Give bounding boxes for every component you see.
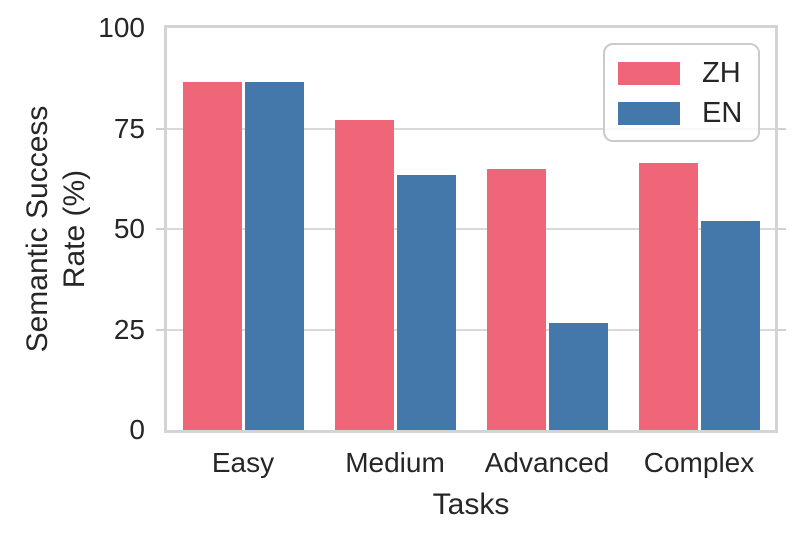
legend-item-en: EN: [618, 96, 745, 130]
y-tick-label-75: 75: [113, 112, 145, 144]
x-tick-label-medium: Medium: [345, 447, 445, 478]
y-tick-label-100: 100: [98, 12, 145, 43]
x-tick-label-easy: Easy: [211, 447, 275, 478]
bar-en-medium: [396, 174, 456, 430]
bar-zh-advanced: [486, 168, 546, 430]
y-tick-mark-right-75: [778, 127, 786, 130]
legend: ZH EN: [603, 43, 760, 142]
y-tick-mark-left-50: [156, 228, 164, 230]
y-tick-mark-left-75: [156, 127, 164, 130]
y-axis-label-line-2: Rate (%): [58, 169, 91, 289]
y-axis-label-line-1: Semantic Success: [21, 105, 54, 353]
y-tick-label-0: 0: [129, 414, 145, 445]
bar-zh-easy: [182, 82, 242, 430]
bar-en-complex: [700, 220, 760, 430]
y-tick-mark-left-25: [156, 328, 164, 331]
gridline-75: [167, 127, 775, 130]
bar-en-advanced: [548, 323, 608, 430]
legend-item-zh: ZH: [618, 56, 745, 90]
legend-swatch-en: [618, 101, 680, 125]
legend-label-en: EN: [702, 97, 743, 129]
bar-zh-medium: [334, 120, 394, 430]
y-tick-mark-right-25: [778, 328, 786, 331]
legend-swatch-zh: [618, 61, 680, 85]
bar-zh-complex: [638, 162, 698, 430]
x-tick-label-advanced: Advanced: [484, 447, 610, 478]
x-axis-label: Tasks: [432, 488, 510, 521]
y-tick-mark-right-50: [778, 228, 786, 230]
y-tick-label-25: 25: [113, 313, 145, 345]
y-tick-label-50: 50: [113, 213, 145, 244]
gridline-25: [167, 328, 775, 331]
x-tick-label-complex: Complex: [643, 447, 755, 478]
bar-en-easy: [244, 82, 304, 430]
gridline-50: [167, 228, 775, 230]
y-axis-label: Semantic Success Rate (%): [19, 106, 93, 353]
legend-label-zh: ZH: [702, 57, 741, 89]
